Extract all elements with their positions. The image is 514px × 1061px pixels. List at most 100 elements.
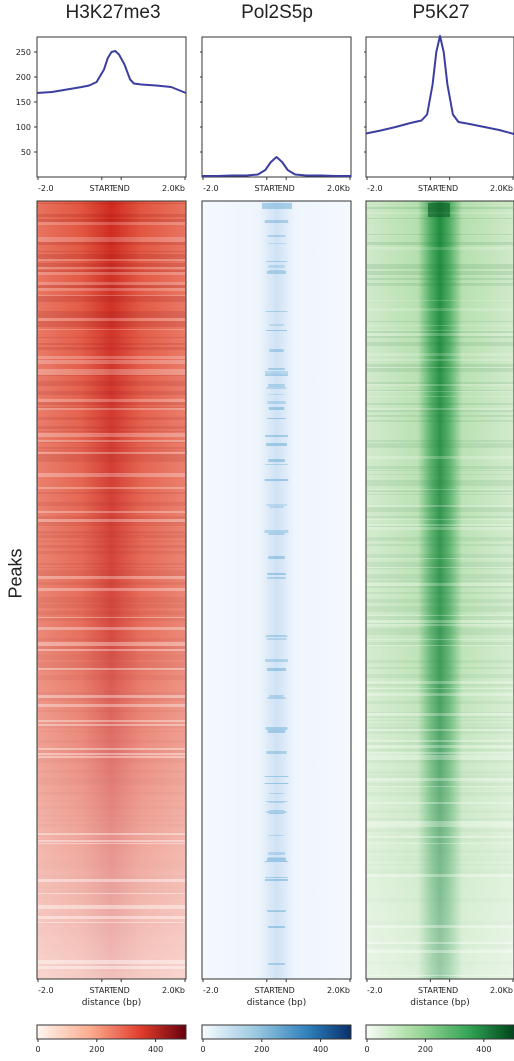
- heatmap-row: [264, 530, 289, 533]
- heatmap-row: [265, 879, 288, 881]
- heatmap-row: [268, 926, 285, 928]
- heatmap-row: [266, 811, 287, 813]
- x-tick-label: -2.0: [367, 986, 383, 995]
- x-tick-label: 2.0Kb: [490, 184, 513, 193]
- colorbar-tick-label: 200: [89, 1045, 104, 1054]
- x-tick-label: START: [418, 986, 443, 995]
- profile-line-h3k27me3: [36, 50, 187, 94]
- x-tick-label: 2.0Kb: [162, 184, 185, 193]
- profile-y-axis: 50 100 150 200 250: [16, 48, 366, 157]
- colorbar-pol2s5p: [201, 1024, 352, 1040]
- x-tick-label: -2.0: [203, 184, 219, 193]
- heatmap-row: [269, 695, 284, 697]
- heatmap-row: [268, 813, 285, 814]
- x-axis-label: distance (bp): [82, 998, 141, 1008]
- heatmap-row: [267, 668, 286, 671]
- heatmap-row: [268, 265, 285, 268]
- x-tick-label: 2.0Kb: [162, 986, 185, 995]
- heatmap-row: [264, 861, 289, 862]
- heatmap-row: [267, 418, 286, 419]
- colorbar-tick-label: 400: [313, 1045, 328, 1054]
- heatmap-row: [268, 835, 285, 836]
- heatmap-row: [265, 464, 288, 465]
- y-tick-label: 100: [16, 123, 31, 132]
- heatmap-fade-p5k27: [366, 201, 514, 979]
- heatmap-row: [268, 556, 285, 559]
- heatmap-row: [267, 577, 286, 579]
- heatmap-row: [266, 638, 287, 640]
- x-axis-label: distance (bp): [410, 998, 469, 1008]
- heatmap-row: [265, 659, 288, 662]
- heatmap-row: [268, 368, 285, 370]
- heatmap-row: [269, 324, 284, 326]
- heatmap-row: [267, 697, 286, 699]
- heatmap-row: [266, 443, 287, 446]
- heatmap-frame-pol2s5p: [201, 200, 352, 980]
- x-tick-label: 2.0Kb: [490, 986, 513, 995]
- colorbar-tick-label: 0: [35, 1045, 40, 1054]
- x-tick-label: START: [89, 986, 114, 995]
- heatmap-p5k27: [365, 200, 514, 980]
- colorbar-ticks: 0 200 400 0 200 400 0 200 400: [35, 1039, 491, 1054]
- colorbar-p5k27: [365, 1024, 514, 1040]
- heatmap-row: [265, 261, 288, 262]
- heatmap-row: [269, 506, 284, 508]
- heatmap-top-band: [262, 203, 292, 209]
- x-axis-label: distance (bp): [247, 998, 306, 1008]
- heatmap-h3k27me3: [36, 200, 187, 980]
- heatmap-row: [268, 394, 285, 395]
- heatmap-row: [268, 963, 285, 965]
- heatmap-fill-pol2s5p: [202, 201, 351, 979]
- x-tick-label: END: [441, 986, 458, 995]
- colorbar-tick-label: 0: [364, 1045, 369, 1054]
- heatmap-row: [268, 533, 285, 535]
- profile-lines: [36, 35, 514, 177]
- heatmap-row: [266, 271, 287, 274]
- heatmap-row: [264, 783, 289, 784]
- heatmap-row: [265, 636, 288, 637]
- heatmap-row: [268, 384, 285, 387]
- colorbar-tick-label: 200: [254, 1045, 269, 1054]
- y-tick-label: 150: [16, 98, 31, 107]
- heatmap-row: [266, 635, 287, 636]
- heatmap-row: [268, 857, 285, 858]
- heatmap-row: [265, 877, 288, 878]
- heatmap-row: [268, 407, 285, 410]
- panel-title-h3k27me3: H3K27me3: [65, 2, 161, 23]
- heatmap-row: [265, 374, 288, 376]
- heatmap-fade-h3k27me3: [37, 201, 186, 979]
- profile-line-pol2s5p: [202, 156, 351, 177]
- heatmap-row: [265, 435, 288, 437]
- y-tick-label: 200: [16, 73, 31, 82]
- heatmap-row: [264, 776, 289, 777]
- x-tick-label: -2.0: [367, 184, 383, 193]
- x-tick-label: 2.0Kb: [327, 986, 350, 995]
- x-tick-label: START: [418, 184, 443, 193]
- heatmap-row: [269, 349, 284, 352]
- heatmap-row: [267, 730, 286, 733]
- heatmap-row: [265, 311, 288, 312]
- heatmap-frame-h3k27me3: [36, 200, 187, 980]
- heatmap-row: [267, 401, 286, 404]
- profile-frame-p5k27: [365, 36, 514, 178]
- x-tick-label: END: [278, 184, 295, 193]
- profile-frame-pol2s5p: [201, 36, 352, 178]
- heatmap-row: [267, 858, 286, 861]
- heatmap-row: [267, 573, 286, 575]
- heatmap-frame-p5k27: [365, 200, 514, 980]
- colorbar-tick-label: 400: [148, 1045, 163, 1054]
- x-tick-label: -2.0: [38, 986, 54, 995]
- heatmap-row: [269, 810, 284, 811]
- heatmap-row: [266, 387, 287, 389]
- heatmap-row: [267, 243, 286, 244]
- colorbar-tick-label: 0: [200, 1045, 205, 1054]
- panel-title-p5k27: P5K27: [412, 2, 470, 23]
- heatmap-row: [264, 371, 289, 374]
- heatmap-row: [265, 727, 288, 730]
- heatmap-row: [264, 220, 289, 223]
- heatmap-row: [264, 479, 289, 481]
- x-tick-label: END: [441, 184, 458, 193]
- heatmap-row: [267, 911, 286, 912]
- x-tick-label: START: [254, 986, 279, 995]
